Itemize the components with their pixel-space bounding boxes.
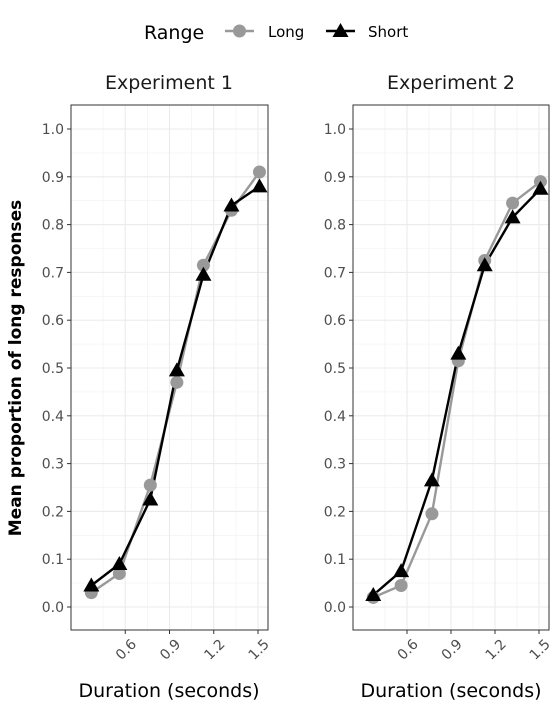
legend-label-long: Long — [268, 23, 304, 41]
y-tick-label: 0.0 — [42, 600, 64, 616]
y-axis-title: Mean proportion of long responses — [6, 200, 26, 537]
x-tick-label: 0.9 — [157, 636, 184, 663]
x-tick-label: 1.2 — [201, 636, 228, 663]
data-point-long — [425, 507, 439, 521]
legend-label-short: Short — [368, 23, 408, 41]
data-point-long — [143, 478, 157, 492]
y-tick-label: 0.9 — [42, 170, 64, 186]
y-tick-label: 0.3 — [324, 457, 346, 473]
y-tick-label: 0.5 — [42, 361, 64, 377]
data-point-short — [251, 178, 268, 193]
y-tick-label: 0.2 — [324, 504, 346, 520]
y-tick-label: 0.2 — [42, 504, 64, 520]
data-point-short — [504, 209, 521, 224]
y-tick-label: 0.5 — [324, 361, 346, 377]
x-tick-label: 1.2 — [483, 636, 510, 663]
x-tick-label: 1.5 — [246, 636, 273, 663]
data-point-long — [196, 258, 210, 272]
y-tick-label: 0.1 — [42, 552, 64, 568]
y-tick-label: 0.4 — [42, 409, 64, 425]
panel-experiment-2: 0.0 0.1 0.2 0.3 0.4 0.5 0.6 0.7 0.8 0.9 1.0 0.6 0.9… — [324, 104, 554, 664]
legend-title: Range — [144, 22, 204, 44]
data-point-long — [252, 165, 266, 179]
y-tick-label: 0.3 — [42, 457, 64, 473]
legend-key-short — [326, 23, 355, 37]
data-point-short — [450, 345, 467, 360]
y-tick-label: 1.0 — [324, 122, 346, 138]
data-point-short — [223, 197, 240, 212]
data-point-short — [532, 180, 549, 195]
x-tick-label: 1.5 — [527, 636, 554, 663]
y-tick-label: 0.6 — [42, 313, 64, 329]
data-point-short — [423, 472, 440, 487]
data-point-short — [111, 555, 128, 570]
y-tick-label: 0.0 — [324, 600, 346, 616]
data-point-short — [365, 587, 382, 602]
panel-title-experiment-2: Experiment 2 — [387, 72, 515, 94]
data-point-short — [195, 266, 212, 281]
y-tick-label: 1.0 — [42, 122, 64, 138]
y-tick-label: 0.1 — [324, 552, 346, 568]
x-axis-title-experiment-1: Duration (seconds) — [78, 680, 259, 702]
panel-experiment-1: 0.0 0.1 0.2 0.3 0.4 0.5 0.6 0.7 0.8 0.9 1.0 0.6 0.9… — [42, 104, 273, 664]
legend: Range Long Short — [144, 22, 408, 44]
panel-title-experiment-1: Experiment 1 — [105, 72, 233, 94]
data-point-long — [170, 375, 184, 389]
data-point-long — [506, 196, 520, 210]
y-tick-label: 0.7 — [324, 265, 346, 281]
data-point-long — [112, 567, 126, 581]
x-tick-label: 0.6 — [113, 636, 140, 663]
y-tick-label: 0.7 — [42, 265, 64, 281]
x-tick-label: 0.9 — [439, 636, 466, 663]
data-point-short — [393, 563, 410, 578]
y-tick-label: 0.9 — [324, 170, 346, 186]
data-point-long — [394, 578, 408, 592]
y-tick-label: 0.4 — [324, 409, 346, 425]
y-tick-label: 0.8 — [324, 218, 346, 234]
data-point-short — [83, 577, 100, 592]
data-point-short — [168, 362, 185, 377]
y-tick-label: 0.8 — [42, 218, 64, 234]
x-tick-label: 0.6 — [395, 636, 422, 663]
data-point-short — [142, 491, 159, 506]
legend-key-long — [225, 24, 254, 38]
x-axis-title-experiment-2: Duration (seconds) — [360, 680, 541, 702]
y-tick-label: 0.6 — [324, 313, 346, 329]
data-point-short — [476, 257, 493, 272]
